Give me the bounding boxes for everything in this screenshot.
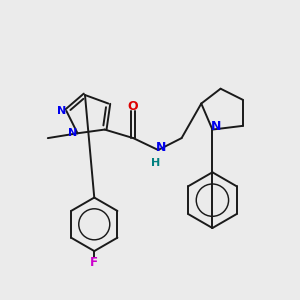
Text: N: N: [156, 140, 166, 154]
Text: N: N: [68, 128, 77, 138]
Text: N: N: [211, 121, 221, 134]
Text: F: F: [90, 256, 98, 269]
Text: H: H: [151, 158, 160, 168]
Text: N: N: [57, 106, 66, 116]
Text: O: O: [127, 100, 138, 113]
